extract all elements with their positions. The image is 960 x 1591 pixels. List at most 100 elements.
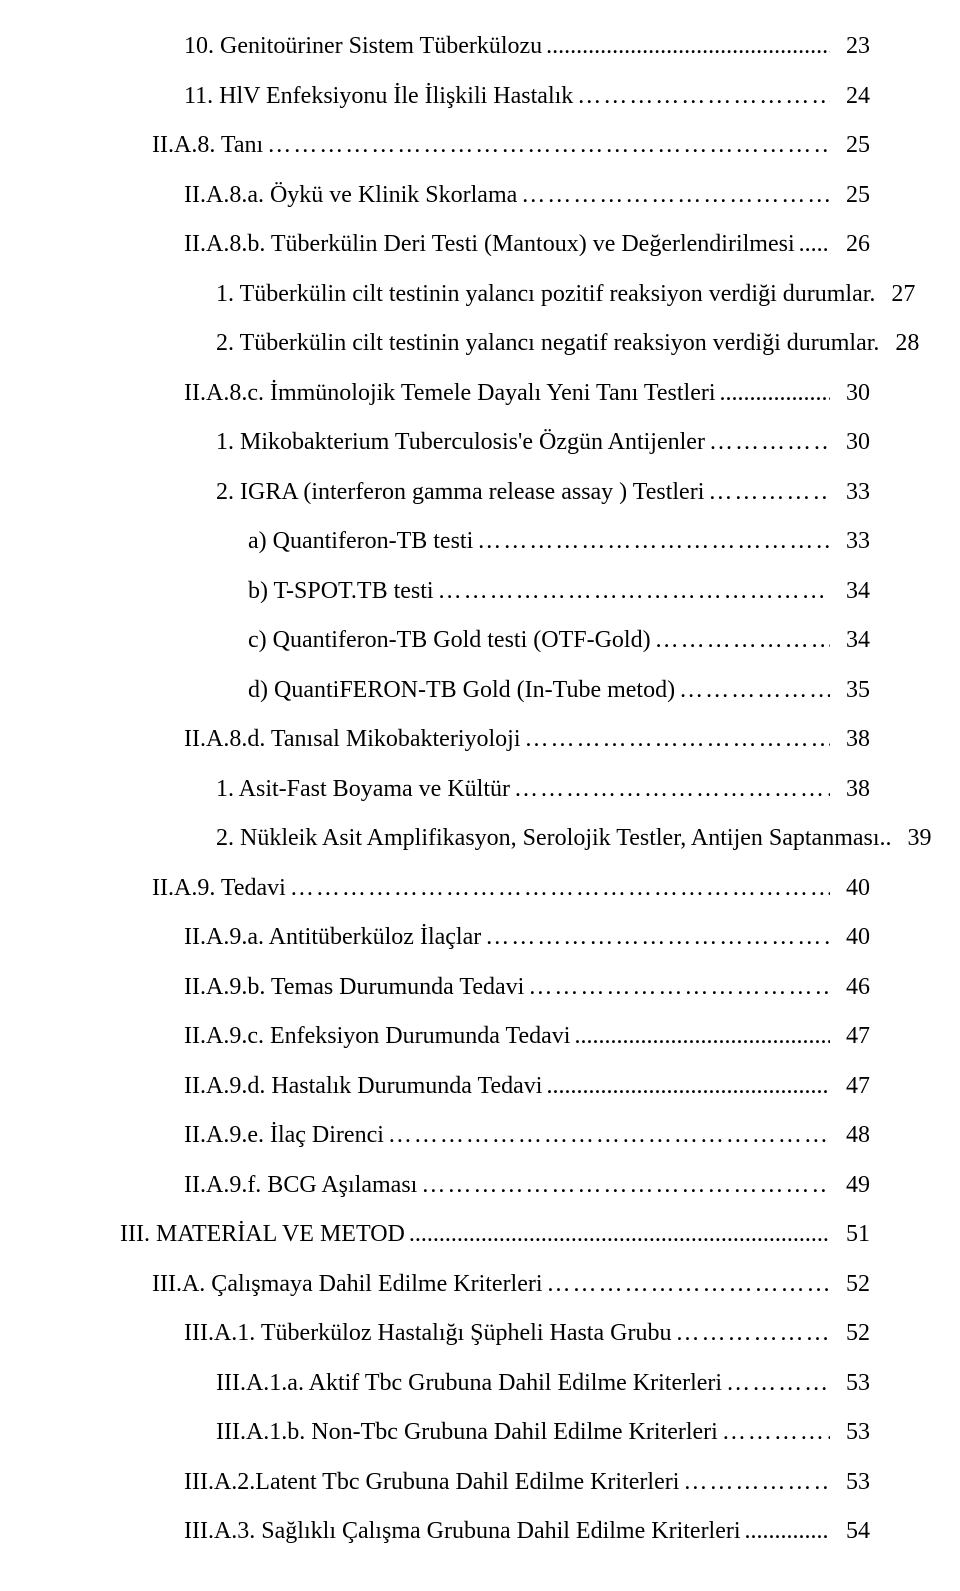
toc-entry-label: III.A.2.Latent Tbc Grubuna Dahil Edilme …: [184, 1464, 679, 1500]
toc-leader: [741, 1513, 830, 1549]
toc-entry-page: 40: [830, 919, 870, 955]
toc-leader: [524, 969, 830, 1005]
toc-entry: d) QuantiFERON-TB Gold (In-Tube metod)35: [120, 672, 870, 708]
toc-entry: II.A.8.c. İmmünolojik Temele Dayalı Yeni…: [120, 375, 870, 411]
toc-leader: [434, 573, 830, 609]
toc-leader: [510, 771, 830, 807]
toc-entry-page: 38: [830, 721, 870, 757]
toc-entry: 1. Mikobakterium Tuberculosis'e Özgün An…: [120, 424, 870, 460]
toc-entry-page: 28: [879, 325, 919, 361]
toc-entry-label: 1. Tüberkülin cilt testinin yalancı pozi…: [216, 276, 875, 312]
toc-entry: 10. Genitoüriner Sistem Tüberkülozu23: [120, 28, 870, 64]
toc-entry: 1. Asit-Fast Boyama ve Kültür 38: [120, 771, 870, 807]
toc-leader: [651, 622, 830, 658]
toc-page: 10. Genitoüriner Sistem Tüberkülozu23 11.…: [0, 0, 960, 1591]
toc-leader: [795, 226, 830, 262]
toc-leader: [570, 1018, 830, 1054]
toc-entry-page: 52: [830, 1266, 870, 1302]
toc-entry-label: II.A.9. Tedavi: [152, 870, 286, 906]
toc-entry: 2. Tüberkülin cilt testinin yalancı nega…: [120, 325, 870, 361]
toc-entry-label: 2. Nükleik Asit Amplifikasyon, Serolojik…: [216, 820, 892, 856]
toc-entry-label: b) T-SPOT.TB testi: [248, 573, 434, 609]
toc-leader: [384, 1117, 830, 1153]
toc-leader: [722, 1365, 830, 1401]
toc-leader: [405, 1216, 830, 1252]
toc-leader: [573, 78, 830, 114]
toc-entry-page: 48: [830, 1117, 870, 1153]
toc-entry: III.A.3. Sağlıklı Çalışma Grubuna Dahil …: [120, 1513, 870, 1549]
toc-leader: [679, 1464, 830, 1500]
toc-entry-page: 38: [830, 771, 870, 807]
toc-entry: 11. HlV Enfeksiyonu İle İlişkili Hastalı…: [120, 78, 870, 114]
toc-entry: a) Quantiferon-TB testi33: [120, 523, 870, 559]
toc-leader: [705, 424, 830, 460]
toc-entry-label: 2. Tüberkülin cilt testinin yalancı nega…: [216, 325, 879, 361]
toc-entry-label: II.A.8.b. Tüberkülin Deri Testi (Mantoux…: [184, 226, 795, 262]
toc-entry-label: II.A.9.c. Enfeksiyon Durumunda Tedavi: [184, 1018, 570, 1054]
toc-leader: [473, 523, 830, 559]
toc-entry-page: 52: [830, 1315, 870, 1351]
toc-entry-page: 47: [830, 1018, 870, 1054]
toc-entry-page: 33: [830, 523, 870, 559]
toc-leader: [704, 474, 830, 510]
toc-entry: III.A. Çalışmaya Dahil Edilme Kriterleri…: [120, 1266, 870, 1302]
toc-entry-label: II.A.9.a. Antitüberküloz İlaçlar: [184, 919, 481, 955]
toc-entry-page: 53: [830, 1464, 870, 1500]
toc-entry-label: II.A.8.c. İmmünolojik Temele Dayalı Yeni…: [184, 375, 716, 411]
toc-entry-page: 30: [830, 375, 870, 411]
toc-leader: [517, 177, 830, 213]
toc-entry-label: III.A.3. Sağlıklı Çalışma Grubuna Dahil …: [184, 1513, 741, 1549]
toc-entry-label: II.A.8. Tanı: [152, 127, 263, 163]
toc-entry: II.A.9.b. Temas Durumunda Tedavi46: [120, 969, 870, 1005]
toc-entry: III. MATERİAL VE METOD 51: [120, 1216, 870, 1252]
toc-entry-page: 53: [830, 1414, 870, 1450]
toc-entry-page: 33: [830, 474, 870, 510]
toc-leader: [675, 672, 830, 708]
toc-entry-page: 26: [830, 226, 870, 262]
toc-entry-page: 34: [830, 573, 870, 609]
toc-list: 10. Genitoüriner Sistem Tüberkülozu23 11.…: [120, 28, 870, 1549]
toc-entry-page: 34: [830, 622, 870, 658]
toc-leader: [716, 375, 830, 411]
toc-entry-label: II.A.9.e. İlaç Direnci: [184, 1117, 384, 1153]
toc-entry-label: 2. IGRA (interferon gamma release assay …: [216, 474, 704, 510]
toc-entry: III.A.1.a. Aktif Tbc Grubuna Dahil Edilm…: [120, 1365, 870, 1401]
toc-entry: 2. IGRA (interferon gamma release assay …: [120, 474, 870, 510]
toc-entry-label: II.A.9.b. Temas Durumunda Tedavi: [184, 969, 524, 1005]
toc-leader: [543, 1266, 830, 1302]
toc-entry-label: II.A.9.d. Hastalık Durumunda Tedavi: [184, 1068, 542, 1104]
toc-leader: [481, 919, 830, 955]
toc-entry: III.A.2.Latent Tbc Grubuna Dahil Edilme …: [120, 1464, 870, 1500]
toc-entry-label: III.A.1. Tüberküloz Hastalığı Şüpheli Ha…: [184, 1315, 671, 1351]
toc-leader: [718, 1414, 830, 1450]
toc-entry-label: c) Quantiferon-TB Gold testi (OTF-Gold): [248, 622, 651, 658]
toc-leader: [417, 1167, 830, 1203]
toc-entry-page: 47: [830, 1068, 870, 1104]
toc-entry: II.A.9.d. Hastalık Durumunda Tedavi 47: [120, 1068, 870, 1104]
toc-entry: 1. Tüberkülin cilt testinin yalancı pozi…: [120, 276, 870, 312]
toc-entry-label: 1. Mikobakterium Tuberculosis'e Özgün An…: [216, 424, 705, 460]
toc-entry-page: 24: [830, 78, 870, 114]
toc-entry: II.A.8.d. Tanısal Mikobakteriyoloji 38: [120, 721, 870, 757]
toc-leader: [542, 1068, 830, 1104]
toc-entry-page: 54: [830, 1513, 870, 1549]
toc-entry-page: 53: [830, 1365, 870, 1401]
toc-entry-label: 1. Asit-Fast Boyama ve Kültür: [216, 771, 510, 807]
toc-entry-page: 27: [875, 276, 915, 312]
toc-entry: 2. Nükleik Asit Amplifikasyon, Serolojik…: [120, 820, 870, 856]
toc-entry: II.A.8.b. Tüberkülin Deri Testi (Mantoux…: [120, 226, 870, 262]
toc-leader: [671, 1315, 830, 1351]
toc-leader: [521, 721, 831, 757]
toc-entry-page: 25: [830, 127, 870, 163]
toc-entry-label: II.A.8.d. Tanısal Mikobakteriyoloji: [184, 721, 521, 757]
toc-leader: [263, 127, 830, 163]
toc-entry: II.A.8.a. Öykü ve Klinik Skorlama25: [120, 177, 870, 213]
toc-entry-page: 30: [830, 424, 870, 460]
toc-entry-page: 49: [830, 1167, 870, 1203]
toc-entry-label: d) QuantiFERON-TB Gold (In-Tube metod): [248, 672, 675, 708]
toc-entry-page: 51: [830, 1216, 870, 1252]
toc-leader: [542, 28, 830, 64]
toc-entry-page: 40: [830, 870, 870, 906]
toc-entry: II.A.9.a. Antitüberküloz İlaçlar 40: [120, 919, 870, 955]
toc-entry-label: III. MATERİAL VE METOD: [120, 1216, 405, 1252]
